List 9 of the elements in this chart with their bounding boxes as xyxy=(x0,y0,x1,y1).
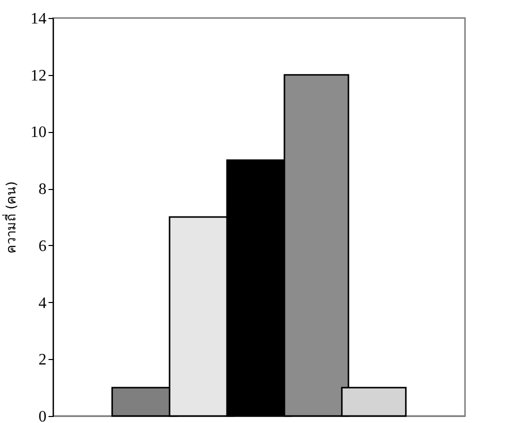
y-tick-label: 14 xyxy=(30,10,46,28)
y-tick-label: 8 xyxy=(38,181,46,198)
y-tick-label: 2 xyxy=(38,352,46,369)
y-tick-label: 6 xyxy=(38,238,46,255)
y-tick-label: 0 xyxy=(38,408,46,423)
y-tick-label: 4 xyxy=(38,294,46,312)
y-tick-label: 10 xyxy=(30,124,46,142)
y-axis-title: ความถี่ (คน) xyxy=(2,181,20,254)
y-tick-label: 12 xyxy=(30,67,46,84)
